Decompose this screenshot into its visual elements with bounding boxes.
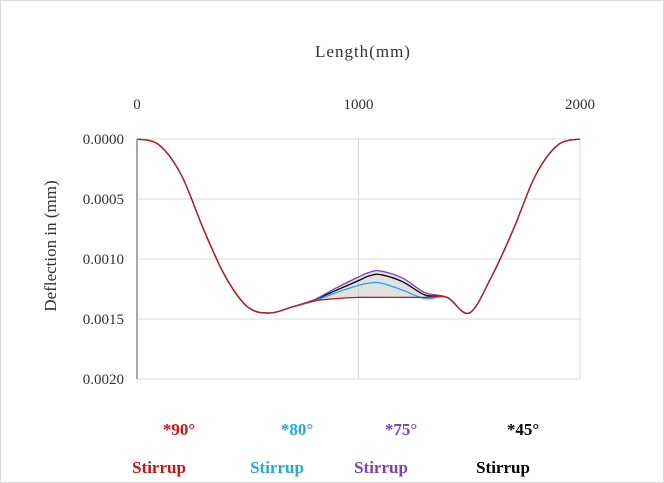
legend-label-s45-word: Stirrup [476, 458, 530, 477]
legend: *90° Stirrup *80° Stirrup *75° Stirrup *45° Sti… [132, 420, 539, 477]
y-tick-label: 0.0005 [83, 192, 124, 208]
legend-label-s75-word: Stirrup [354, 458, 408, 477]
grid-layer [136, 138, 581, 380]
x-axis-title: Length(mm) [315, 42, 411, 61]
y-tick-label: 0.0015 [83, 312, 124, 328]
legend-label-s90-word: Stirrup [132, 458, 186, 477]
x-tick-label: 2000 [565, 97, 595, 113]
y-tick-label: 0.0000 [83, 132, 124, 148]
legend-label-s80-word: Stirrup [250, 458, 304, 477]
y-tick-label: 0.0020 [83, 372, 124, 388]
legend-label-s45-degree: *45° [507, 420, 539, 439]
legend-label-s75-degree: *75° [385, 420, 417, 439]
y-tick-label: 0.0010 [83, 252, 124, 268]
series-spread-band [137, 139, 580, 313]
y-axis-title: Deflection in (mm) [41, 180, 60, 311]
x-tick-label: 1000 [344, 97, 374, 113]
series-layer [136, 138, 581, 315]
axis-layer: 0.0000 0.0005 0.0010 0.0015 0.0020 0 1000 2000 [83, 97, 595, 388]
series-line-s90 [136, 138, 581, 315]
legend-label-s80-degree: *80° [281, 420, 313, 439]
series-band-layer [137, 139, 580, 313]
legend-label-s90-degree: *90° [163, 420, 195, 439]
x-tick-label: 0 [133, 97, 141, 113]
